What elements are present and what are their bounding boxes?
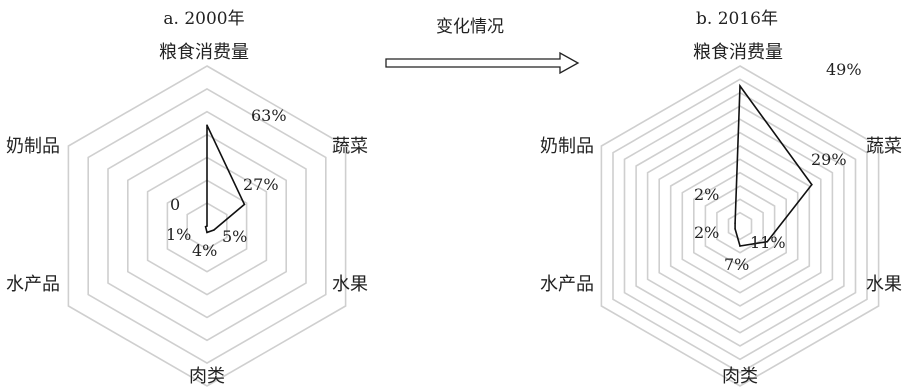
- data-label: 0: [170, 195, 180, 214]
- data-point: [213, 229, 215, 231]
- grid-ring: [612, 78, 868, 374]
- data-point: [739, 245, 741, 247]
- data-label: 63%: [251, 106, 287, 125]
- grid-ring: [107, 110, 307, 342]
- data-point: [811, 183, 813, 186]
- data-label: 49%: [826, 60, 862, 79]
- axis-label: 水产品: [6, 274, 60, 295]
- chart-title: b. 2016年: [696, 9, 778, 29]
- axis-label: 肉类: [189, 366, 225, 387]
- data-point: [206, 225, 208, 227]
- data-point: [739, 85, 741, 87]
- data-series-polygon: [204, 124, 246, 234]
- data-point: [766, 240, 768, 243]
- data-point: [243, 203, 246, 206]
- axis-label: 肉类: [722, 366, 758, 387]
- axis-label: 蔬菜: [866, 136, 902, 157]
- grid-ring: [146, 156, 268, 296]
- change-arrow: 变化情况: [385, 17, 580, 75]
- axis-label: 粮食消费量: [159, 42, 249, 63]
- data-label: 11%: [750, 233, 786, 252]
- grid-ring: [127, 133, 288, 319]
- data-point: [734, 222, 736, 224]
- grid-ring: [87, 87, 327, 365]
- chart-title: a. 2000年: [163, 9, 244, 29]
- data-label: 1%: [166, 225, 191, 244]
- grid-ring: [166, 179, 248, 273]
- grid-ring: [692, 171, 788, 281]
- radar-grid: [600, 65, 880, 387]
- grid-ring: [658, 131, 822, 321]
- grid-ring: [186, 202, 228, 250]
- grid-ring: [635, 105, 845, 347]
- axis-label: 奶制品: [6, 136, 60, 157]
- axis-label: 水果: [866, 274, 902, 295]
- grid-ring: [681, 158, 799, 294]
- axis-label: 水产品: [540, 274, 594, 295]
- grid-ring: [727, 211, 753, 241]
- data-point: [734, 228, 736, 230]
- data-point: [206, 231, 208, 234]
- data-label: 2%: [694, 185, 719, 204]
- grid-ring: [669, 145, 811, 307]
- axis-label: 奶制品: [540, 136, 594, 157]
- axis-label: 水果: [332, 274, 368, 295]
- grid-ring: [646, 118, 834, 334]
- data-label: 2%: [694, 223, 719, 242]
- grid-ring: [67, 65, 347, 387]
- data-label: 29%: [811, 150, 847, 169]
- grid-ring: [600, 65, 880, 387]
- grid-ring: [623, 91, 857, 361]
- data-point: [204, 226, 207, 228]
- radar-grid: [67, 65, 347, 387]
- grid-ring: [704, 185, 776, 267]
- axis-label: 粮食消费量: [693, 42, 783, 63]
- data-label: 5%: [222, 227, 247, 246]
- axis-label: 蔬菜: [332, 136, 368, 157]
- data-label: 27%: [243, 175, 279, 194]
- arrow-label: 变化情况: [436, 17, 504, 37]
- data-label: 4%: [192, 241, 217, 260]
- data-label: 7%: [724, 255, 749, 274]
- data-point: [206, 124, 208, 126]
- grid-ring: [716, 198, 764, 254]
- arrow-icon: [385, 51, 580, 75]
